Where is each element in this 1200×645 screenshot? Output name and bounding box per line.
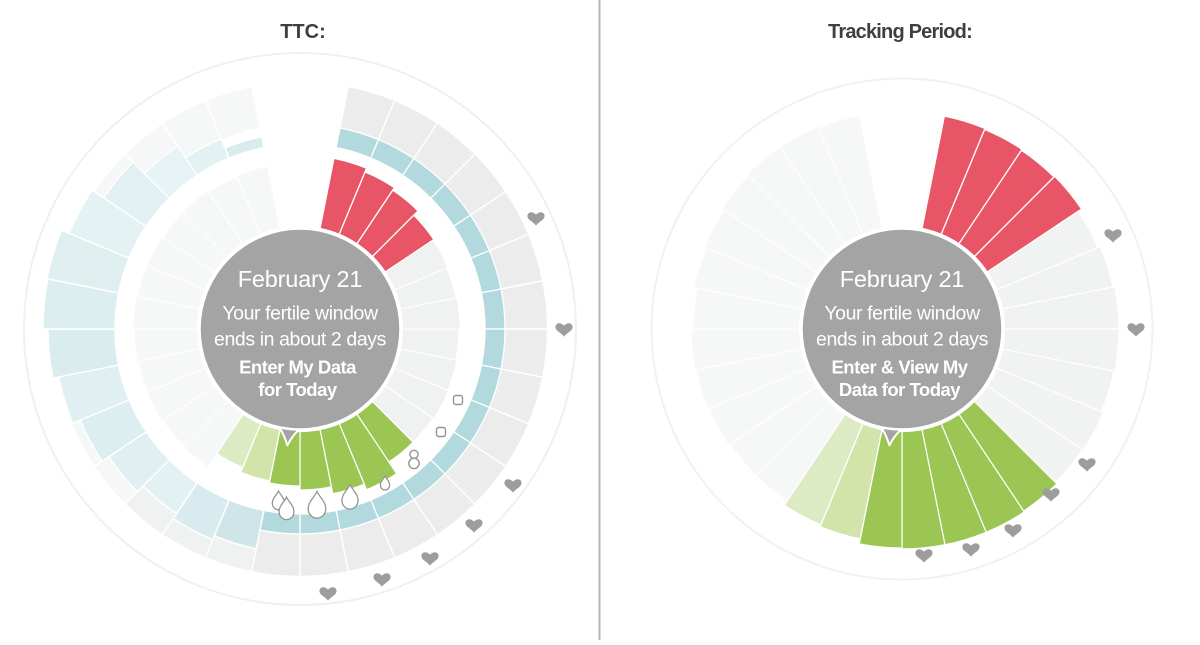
svg-text:TTC:: TTC:: [280, 21, 326, 43]
svg-text:Tracking Period:: Tracking Period:: [828, 21, 972, 43]
svg-text:Your fertile window: Your fertile window: [824, 303, 981, 325]
svg-text:February 21: February 21: [238, 266, 363, 292]
svg-text:for Today: for Today: [258, 379, 338, 400]
svg-text:ends in about 2 days: ends in about 2 days: [816, 329, 989, 351]
svg-text:Your fertile window: Your fertile window: [222, 303, 379, 325]
svg-text:Enter & View My: Enter & View My: [831, 357, 968, 378]
svg-text:Enter My Data: Enter My Data: [239, 357, 357, 378]
svg-text:Data for Today: Data for Today: [839, 379, 961, 400]
svg-text:ends in about 2 days: ends in about 2 days: [214, 329, 387, 351]
svg-text:February 21: February 21: [840, 266, 965, 292]
